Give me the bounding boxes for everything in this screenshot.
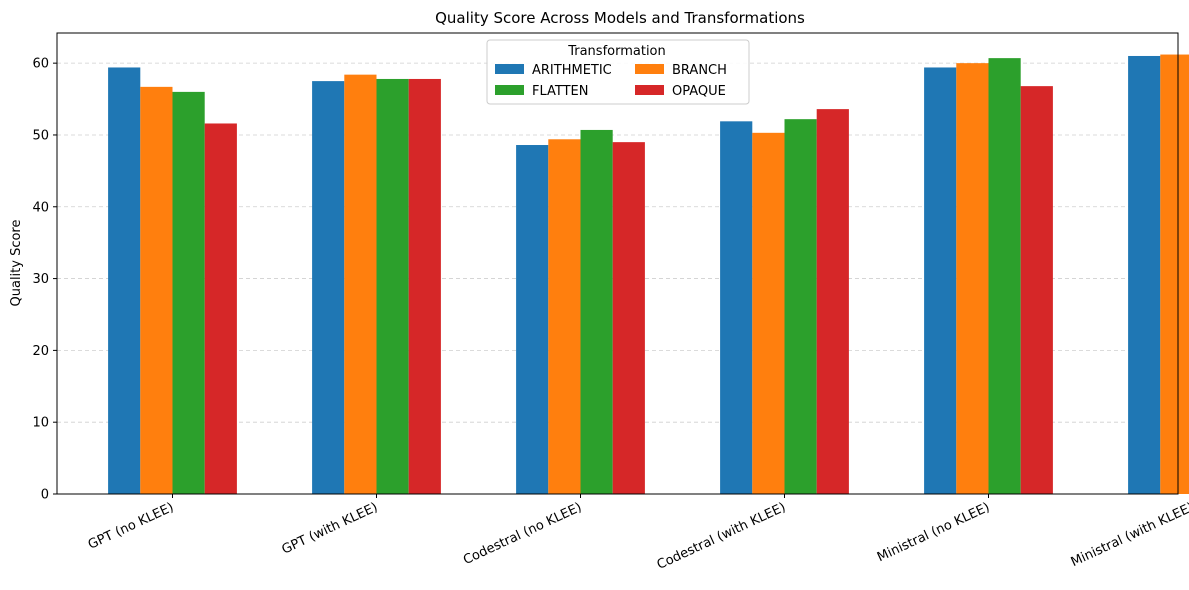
bar-branch xyxy=(956,63,989,495)
y-tick-label: 50 xyxy=(32,128,49,143)
legend-label: OPAQUE xyxy=(672,84,726,99)
bar-flatten xyxy=(172,91,205,494)
y-tick-label: 60 xyxy=(32,57,49,72)
y-axis-ticks: 0 10 20 30 40 50 60 xyxy=(32,57,57,503)
legend-label: ARITHMETIC xyxy=(532,63,612,78)
y-tick-label: 0 xyxy=(41,488,49,503)
bar-branch xyxy=(1160,54,1189,495)
bar-arithmetic xyxy=(1128,55,1161,495)
legend-label: BRANCH xyxy=(672,63,727,78)
bar-flatten xyxy=(784,119,817,495)
x-tick-label: Codestral (no KLEE) xyxy=(461,500,584,568)
bar-opaque xyxy=(1020,86,1053,494)
bar-opaque xyxy=(612,142,645,494)
bar-arithmetic xyxy=(720,121,753,494)
x-axis-ticks: GPT (no KLEE) GPT (with KLEE) Codestral (n… xyxy=(86,494,1189,573)
bar-branch xyxy=(344,74,377,494)
bar-flatten xyxy=(376,78,409,494)
bar-branch xyxy=(140,86,173,495)
x-tick-label: GPT (with KLEE) xyxy=(280,500,381,558)
bar-opaque xyxy=(204,123,237,495)
y-tick-label: 10 xyxy=(32,416,49,431)
bar-flatten xyxy=(580,129,613,494)
x-tick-label: Ministral (with KLEE) xyxy=(1069,500,1189,570)
y-tick-label: 40 xyxy=(32,200,49,215)
legend-swatch xyxy=(495,64,524,74)
chart-title: Quality Score Across Models and Transfor… xyxy=(435,9,805,27)
y-tick-label: 30 xyxy=(32,272,49,287)
bar-branch xyxy=(752,132,785,494)
bar-opaque xyxy=(816,109,849,494)
legend-swatch xyxy=(635,85,664,95)
legend: Transformation ARITHMETIC BRANCH FLATTEN OPA… xyxy=(486,39,750,105)
legend-swatch xyxy=(635,64,664,74)
bar-flatten xyxy=(988,58,1021,495)
bar-arithmetic xyxy=(108,67,141,495)
bar-arithmetic xyxy=(312,81,345,494)
x-tick-label: Codestral (with KLEE) xyxy=(655,500,788,573)
bars xyxy=(108,54,1189,495)
legend-title: Transformation xyxy=(567,44,666,59)
x-tick-label: Ministral (no KLEE) xyxy=(875,500,992,565)
plot-frame xyxy=(56,32,1179,495)
y-axis-title: Quality Score xyxy=(9,220,24,307)
bar-arithmetic xyxy=(516,145,549,495)
x-tick-label: GPT (no KLEE) xyxy=(86,500,176,553)
legend-label: FLATTEN xyxy=(532,84,589,99)
axes xyxy=(56,32,1179,495)
bar-branch xyxy=(548,139,581,494)
legend-box xyxy=(486,39,750,105)
bar-opaque xyxy=(408,78,441,494)
y-tick-label: 20 xyxy=(32,344,49,359)
bar-arithmetic xyxy=(924,67,957,495)
legend-swatch xyxy=(495,85,524,95)
